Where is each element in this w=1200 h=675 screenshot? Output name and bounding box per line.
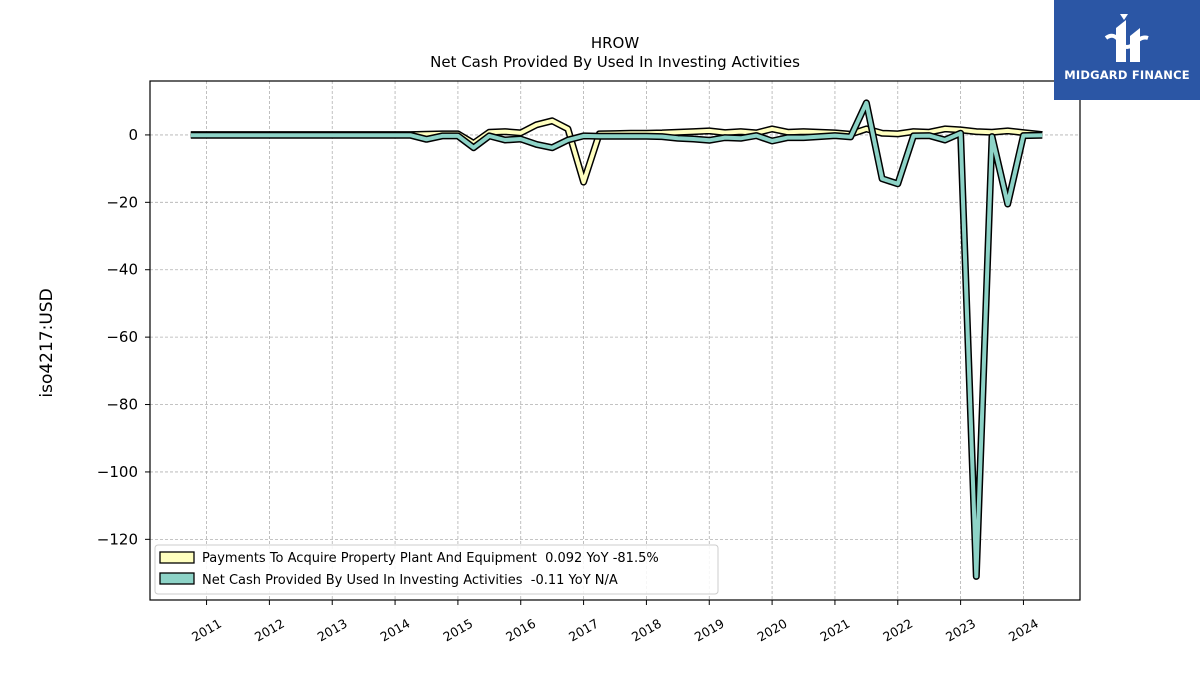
y-tick-label: −120 xyxy=(97,530,138,548)
x-tick-label: 2014 xyxy=(378,616,413,645)
x-tick-label: 2015 xyxy=(440,616,475,645)
x-tick-label: 2012 xyxy=(252,616,287,645)
x-tick-label: 2020 xyxy=(755,616,790,645)
y-tick-label: −80 xyxy=(106,396,138,414)
brand-logo: MIDGARD FINANCE xyxy=(1054,0,1200,100)
legend-label-capex: Payments To Acquire Property Plant And E… xyxy=(202,551,659,566)
legend-swatch-capex xyxy=(160,552,194,563)
x-tick-label: 2019 xyxy=(692,616,727,645)
chart: HROW Net Cash Provided By Used In Invest… xyxy=(0,0,1200,675)
y-tick-label: −20 xyxy=(106,193,138,211)
series-0-line xyxy=(191,121,1043,182)
logo-text: MIDGARD FINANCE xyxy=(1054,68,1200,82)
legend-swatch-investing xyxy=(160,573,194,584)
chart-title: HROW xyxy=(591,34,640,52)
x-tick-label: 2024 xyxy=(1006,616,1041,645)
x-tick-label: 2013 xyxy=(315,616,350,645)
midgard-logo-icon xyxy=(1054,8,1200,68)
y-tick-label: −100 xyxy=(97,463,138,481)
x-tick-label: 2016 xyxy=(503,616,538,645)
legend: Payments To Acquire Property Plant And E… xyxy=(155,545,718,594)
y-tick-label: 0 xyxy=(128,126,138,144)
x-tick-label: 2023 xyxy=(943,616,978,645)
y-tick-label: −60 xyxy=(106,328,138,346)
y-tick-label: −40 xyxy=(106,261,138,279)
series-1-line xyxy=(191,103,1043,577)
legend-label-investing: Net Cash Provided By Used In Investing A… xyxy=(202,573,618,588)
x-tick-label: 2011 xyxy=(189,616,224,645)
y-axis-label: iso4217:USD xyxy=(37,288,57,397)
x-tick-label: 2022 xyxy=(880,616,915,645)
x-tick-label: 2021 xyxy=(817,616,852,645)
chart-subtitle: Net Cash Provided By Used In Investing A… xyxy=(430,53,800,71)
x-tick-label: 2018 xyxy=(629,616,664,645)
plot-frame xyxy=(150,81,1080,600)
x-tick-label: 2017 xyxy=(566,616,601,645)
series-1-outline xyxy=(191,103,1043,577)
